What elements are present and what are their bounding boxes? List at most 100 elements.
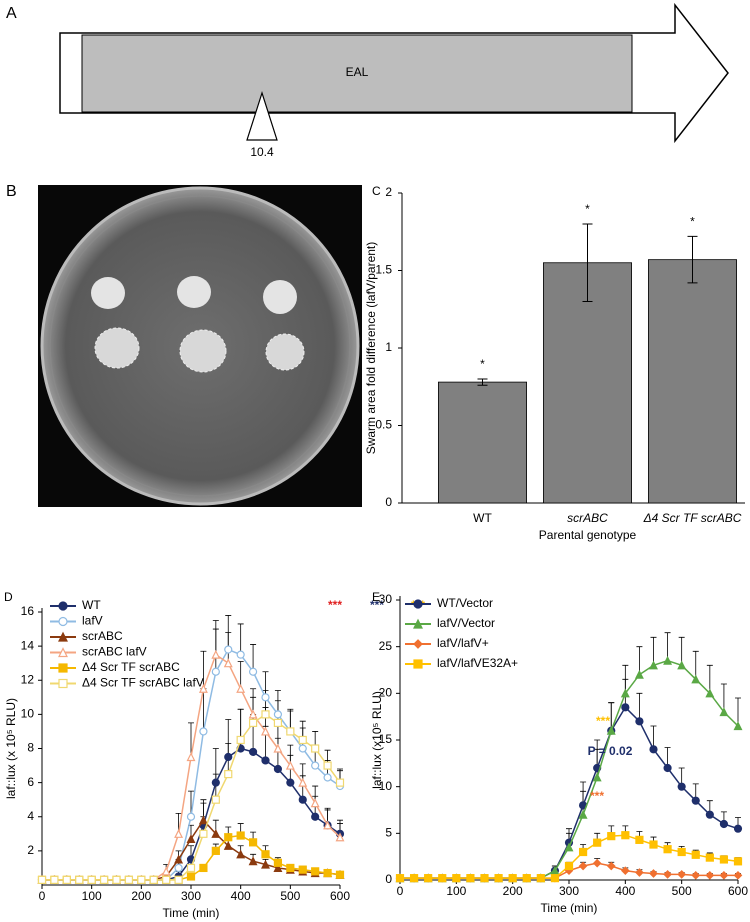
data-point bbox=[273, 743, 283, 753]
data-point bbox=[186, 872, 196, 881]
data-point bbox=[273, 863, 283, 873]
data-point bbox=[223, 840, 233, 850]
y-tick-label: 20 bbox=[379, 686, 393, 700]
data-point bbox=[50, 875, 59, 884]
data-point bbox=[298, 865, 307, 874]
data-point bbox=[311, 867, 320, 876]
error-bar bbox=[237, 623, 244, 655]
data-point bbox=[199, 829, 208, 838]
legend-marker bbox=[58, 678, 68, 689]
data-point bbox=[211, 846, 220, 855]
data-point bbox=[248, 667, 258, 676]
data-point bbox=[691, 674, 701, 684]
data-point bbox=[273, 718, 283, 728]
data-point bbox=[99, 875, 109, 884]
legend-label: lafV/lafV+ bbox=[437, 636, 489, 650]
annotation: * bbox=[480, 357, 485, 371]
data-point bbox=[522, 874, 531, 883]
data-point bbox=[508, 874, 517, 883]
x-tick-label: scrABC bbox=[567, 511, 608, 525]
bar bbox=[648, 259, 738, 504]
data-point bbox=[261, 726, 270, 736]
data-point bbox=[211, 795, 220, 804]
data-point bbox=[248, 747, 258, 757]
data-point bbox=[174, 863, 183, 873]
data-point bbox=[186, 812, 196, 821]
annotation: *** bbox=[590, 789, 604, 803]
data-point bbox=[298, 777, 308, 787]
x-tick-label: 100 bbox=[446, 884, 466, 898]
data-point bbox=[211, 667, 220, 676]
annotation: *** bbox=[370, 598, 384, 612]
error-bar bbox=[582, 223, 593, 302]
x-tick-label: 200 bbox=[503, 884, 523, 898]
legend-marker bbox=[58, 647, 68, 658]
data-point bbox=[705, 853, 714, 862]
legend-marker bbox=[58, 663, 68, 673]
error-bar bbox=[200, 650, 207, 689]
data-point bbox=[162, 875, 171, 884]
data-point bbox=[677, 660, 687, 670]
data-point bbox=[174, 875, 183, 884]
data-point bbox=[733, 824, 743, 833]
data-point bbox=[310, 798, 320, 808]
data-point bbox=[199, 863, 208, 873]
data-point bbox=[733, 857, 743, 866]
insertion-label: 10.4 bbox=[250, 145, 274, 159]
data-point bbox=[677, 847, 686, 857]
data-point bbox=[606, 861, 616, 871]
data-point bbox=[261, 756, 270, 765]
annotation: *** bbox=[328, 598, 342, 612]
y-tick-label: 5 bbox=[385, 826, 392, 840]
data-point bbox=[223, 658, 233, 668]
error-bar bbox=[477, 378, 488, 386]
data-point bbox=[691, 796, 700, 805]
y-axis-label: laf::lux (x 10⁵ RLU) bbox=[4, 698, 18, 799]
data-point bbox=[261, 850, 270, 859]
legend-label: Δ4 Scr TF scrABC lafV bbox=[82, 676, 204, 690]
data-point bbox=[224, 645, 233, 654]
data-point bbox=[635, 835, 644, 844]
data-point bbox=[186, 752, 196, 762]
data-point bbox=[335, 870, 345, 879]
annotation: * bbox=[585, 202, 590, 216]
y-tick-label: 0 bbox=[385, 495, 392, 509]
data-point bbox=[719, 819, 729, 829]
data-point bbox=[705, 688, 715, 698]
data-point bbox=[620, 688, 630, 698]
data-point bbox=[311, 761, 320, 770]
y-axis-label: Swarm area fold difference (lafV/parent) bbox=[364, 242, 378, 455]
y-tick-label: 2 bbox=[385, 185, 392, 199]
data-point bbox=[224, 833, 233, 842]
data-point bbox=[149, 875, 158, 884]
data-point bbox=[480, 874, 489, 883]
data-point bbox=[719, 870, 729, 880]
data-point bbox=[236, 849, 246, 859]
data-point bbox=[621, 831, 630, 840]
data-point bbox=[323, 820, 333, 830]
data-point bbox=[286, 778, 295, 787]
x-tick-label: 600 bbox=[330, 889, 350, 903]
data-point bbox=[198, 815, 208, 825]
x-tick-label: 300 bbox=[559, 884, 579, 898]
data-point bbox=[211, 649, 221, 659]
panel-label: E bbox=[372, 590, 380, 604]
data-point bbox=[186, 834, 196, 844]
data-point bbox=[607, 832, 616, 841]
data-point bbox=[677, 782, 686, 791]
data-point bbox=[137, 875, 146, 884]
data-point bbox=[236, 650, 245, 659]
bar bbox=[437, 381, 527, 504]
data-point bbox=[649, 869, 658, 878]
y-tick-label: 6 bbox=[27, 775, 34, 789]
data-point bbox=[705, 810, 714, 819]
data-point bbox=[62, 875, 71, 884]
data-point bbox=[424, 874, 433, 883]
y-tick-label: 16 bbox=[21, 604, 35, 618]
data-point bbox=[198, 683, 208, 693]
x-tick-label: 400 bbox=[615, 884, 635, 898]
eal-domain bbox=[81, 34, 633, 113]
data-point bbox=[705, 870, 715, 880]
data-point bbox=[311, 744, 320, 753]
data-point bbox=[649, 840, 658, 849]
